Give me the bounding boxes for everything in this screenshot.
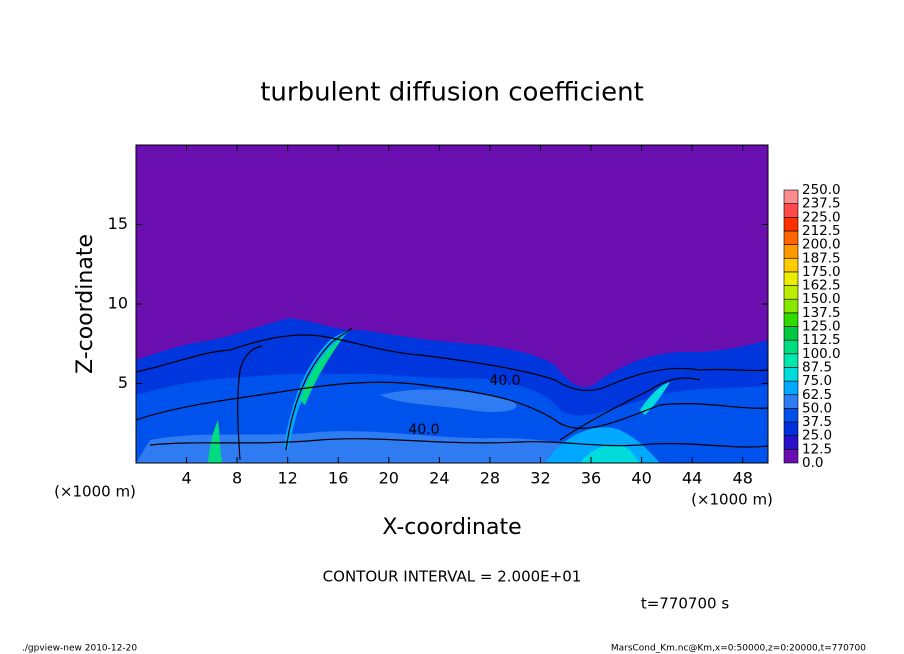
x-tick-label: 8 [232, 469, 242, 488]
x-tick-label: 32 [530, 469, 550, 488]
colorbar-swatch [783, 244, 799, 259]
colorbar-swatch [783, 367, 799, 382]
colorbar-label: 187.5 [802, 250, 841, 266]
colorbar-label: 50.0 [802, 400, 832, 416]
field-blob [380, 389, 517, 412]
colorbar-label: 75.0 [802, 373, 832, 389]
y-axis-label: Z-coordinate [73, 234, 98, 374]
colorbar-swatch [783, 217, 799, 232]
colorbar-swatch [783, 203, 799, 218]
x-unit-label: (×1000 m) [54, 483, 136, 501]
contour-label: 40.0 [408, 422, 439, 438]
x-tick-label: 36 [581, 469, 601, 488]
field-streak [208, 420, 222, 463]
x-tick-label: 48 [733, 469, 753, 488]
x-tick-label: 20 [379, 469, 399, 488]
colorbar-swatch [783, 298, 799, 314]
contour-line [135, 381, 769, 429]
colorbar-label: 162.5 [802, 278, 841, 294]
colorbar-swatch [783, 353, 799, 368]
colorbar-swatch [783, 189, 799, 204]
colorbar-label: 112.5 [802, 332, 841, 348]
contour-line [237, 345, 263, 461]
footer-left: ./gpview-new 2010-12-20 [22, 644, 137, 654]
colorbar-swatch [783, 449, 799, 464]
x-tick-label: 24 [429, 469, 449, 488]
colorbar-label: 100.0 [802, 346, 841, 362]
colorbar-label: 12.5 [802, 441, 832, 457]
chart-title: turbulent diffusion coefficient [260, 78, 644, 108]
colorbar-label: 87.5 [802, 359, 832, 375]
field [135, 318, 769, 463]
contour-line [559, 377, 701, 441]
field-streak [640, 382, 670, 415]
colorbar-label: 150.0 [802, 291, 841, 307]
colorbar-label: 175.0 [802, 264, 841, 280]
colorbar-label: 62.5 [802, 387, 832, 403]
colorbar-swatch [783, 408, 799, 423]
colorbar-swatch [783, 339, 799, 355]
contour-line [149, 438, 769, 448]
contour-label: 40.0 [489, 373, 520, 389]
footer-right: MarsCond_Km.nc@Km,x=0:50000,z=0:20000,t=… [611, 644, 866, 654]
colorbar-label: 200.0 [802, 237, 841, 253]
contour-line [285, 327, 353, 451]
colorbar-label: 137.5 [802, 305, 841, 321]
colorbar-swatch [783, 230, 799, 245]
time-label: t=770700 s [641, 595, 729, 613]
contour-interval: CONTOUR INTERVAL = 2.000E+01 [323, 568, 582, 586]
colorbar-label: 25.0 [802, 428, 832, 444]
colorbar-swatch [783, 312, 799, 327]
x-tick-label: 40 [631, 469, 651, 488]
colorbar-swatch [783, 257, 799, 273]
x-unit-label: (×1000 m) [691, 491, 773, 509]
x-tick-label: 16 [328, 469, 348, 488]
x-tick-label: 4 [181, 469, 191, 488]
colorbar-label: 0.0 [802, 455, 823, 471]
colorbar-label: 212.5 [802, 223, 841, 239]
x-tick-label: 44 [682, 469, 702, 488]
y-tick-label: 10 [108, 294, 128, 313]
colorbar-swatch [783, 271, 799, 286]
colorbar-swatch [783, 421, 799, 436]
colorbar-label: 37.5 [802, 414, 832, 430]
contour-line [135, 334, 769, 392]
field-blob [580, 444, 640, 463]
field-streak [284, 328, 352, 450]
y-tick-label: 15 [108, 214, 128, 233]
colorbar-swatch [783, 285, 799, 300]
colorbar-label: 237.5 [802, 196, 841, 212]
x-axis-label: X-coordinate [382, 515, 521, 540]
colorbar-swatch [783, 380, 799, 396]
x-tick-label: 28 [480, 469, 500, 488]
colorbar-swatch [783, 394, 799, 409]
colorbar-label: 225.0 [802, 209, 841, 225]
colorbar-label: 250.0 [802, 182, 841, 198]
field-band [136, 431, 600, 463]
colorbar-swatch [783, 326, 799, 341]
y-tick-label: 5 [118, 373, 128, 392]
colorbar-swatch [783, 435, 799, 450]
x-tick-label: 12 [278, 469, 298, 488]
colorbar-label: 125.0 [802, 319, 841, 335]
